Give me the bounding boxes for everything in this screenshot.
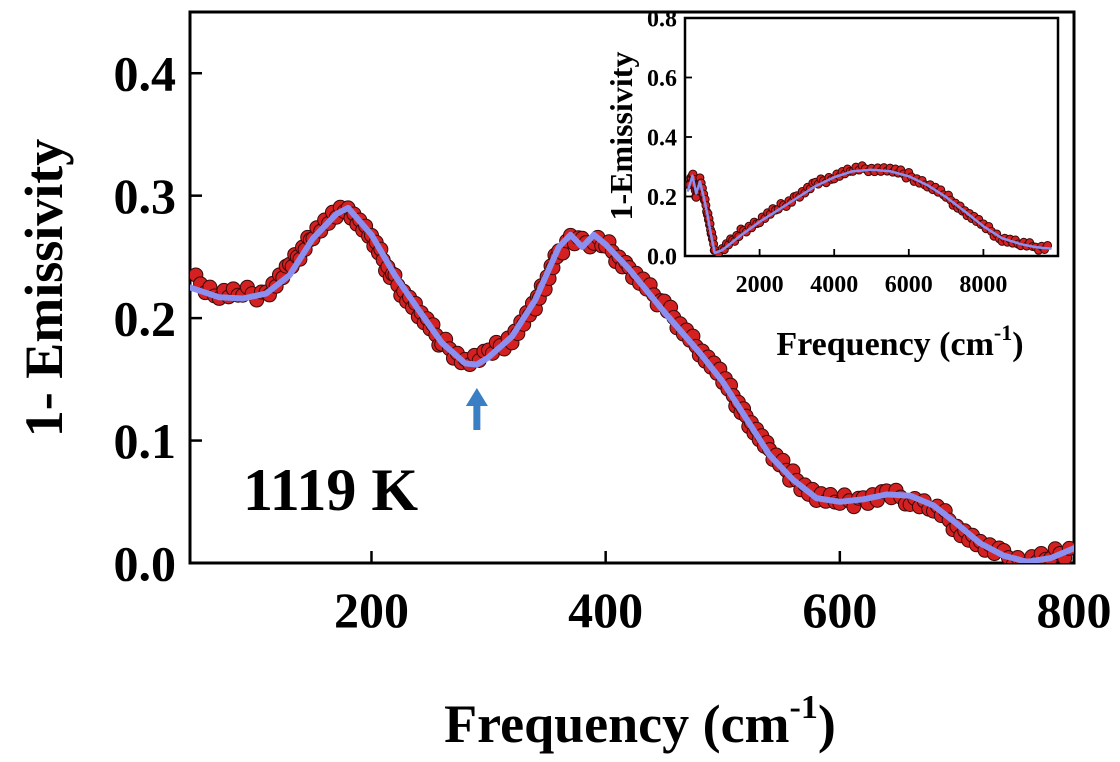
y-tick-label: 0.0 — [114, 536, 177, 592]
y-tick-label: 0.1 — [114, 413, 177, 469]
inset-x-axis-title-close: ) — [1012, 326, 1023, 363]
y-axis-title: 1- Emissivity — [14, 139, 74, 438]
x-tick-label: 8000 — [959, 272, 1007, 298]
inset-y-axis-title: 1-Emissivity — [603, 52, 639, 221]
y-tick-label: 0.2 — [647, 185, 677, 211]
y-tick-label: 0.8 — [647, 6, 677, 32]
x-axis-title: Frequency (cm-1) — [444, 689, 836, 754]
series-group — [685, 161, 1053, 256]
fit-line — [190, 204, 1074, 563]
main-ticks: 200 400 600 800 0.0 0.1 0.2 0.3 0.4 — [114, 46, 1112, 638]
arrow-head — [465, 388, 488, 406]
x-tick-label: 600 — [802, 582, 877, 638]
x-tick-label: 4000 — [810, 272, 858, 298]
x-axis-title-superscript: -1 — [790, 689, 818, 726]
y-tick-label: 0.6 — [647, 66, 677, 92]
inset-ticks: 2000 4000 6000 8000 0.0 0.2 0.4 0.6 0.8 — [647, 6, 1007, 298]
fit-line — [686, 168, 1052, 255]
inset-x-axis-title-superscript: -1 — [994, 320, 1012, 345]
arrow-up-icon — [465, 388, 488, 430]
x-axis-title-text: Frequency (cm — [444, 694, 789, 754]
x-tick-label: 2000 — [736, 272, 784, 298]
y-tick-label: 0.4 — [647, 125, 677, 151]
y-tick-label: 0.4 — [114, 46, 177, 102]
y-tick-label: 0.2 — [114, 291, 177, 347]
x-tick-label: 400 — [568, 582, 643, 638]
x-axis-title-close: ) — [818, 694, 836, 754]
y-tick-label: 0.0 — [647, 244, 677, 270]
temperature-label: 1119 K — [243, 457, 418, 523]
inset-x-axis-title: Frequency (cm-1) — [776, 320, 1023, 363]
y-tick-label: 0.3 — [114, 168, 177, 224]
inset-x-axis-title-text: Frequency (cm — [776, 326, 993, 363]
inset-plot-area — [685, 161, 1053, 256]
x-tick-label: 200 — [334, 582, 409, 638]
inset-plot-frame — [683, 16, 1060, 258]
arrow-shaft — [473, 404, 481, 430]
x-tick-label: 800 — [1037, 582, 1112, 638]
series-group — [190, 199, 1074, 563]
main-plot-area — [190, 199, 1074, 563]
x-tick-label: 6000 — [885, 272, 933, 298]
